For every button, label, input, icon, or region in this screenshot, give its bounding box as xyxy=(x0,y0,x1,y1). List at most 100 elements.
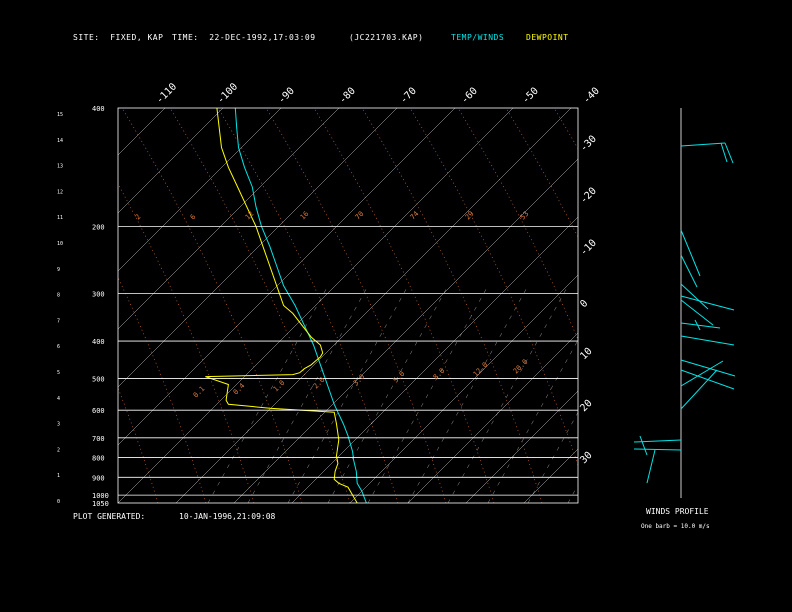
isotherm-line xyxy=(118,108,340,330)
isotherm-line xyxy=(582,108,792,503)
right-temp-tick-label: 10 xyxy=(578,346,594,362)
winds-profile-note: One barb = 10.0 m/s xyxy=(641,523,710,530)
dry-adiabat xyxy=(505,108,578,238)
right-temp-tick-label: -20 xyxy=(578,186,599,207)
dry-adiabat xyxy=(121,108,303,503)
right-temp-tick-label: 20 xyxy=(578,398,594,414)
isotherm-line xyxy=(118,108,514,503)
legend-temp: TEMP/WINDS xyxy=(451,33,505,42)
wind-barb xyxy=(639,435,648,456)
isotherm-line xyxy=(175,108,572,503)
mixing-ratio-label: 0.4 xyxy=(232,382,247,397)
height-km-tick-label: 5 xyxy=(57,370,60,376)
isotherm-line xyxy=(118,108,224,214)
mixing-ratio-line xyxy=(287,285,409,503)
winds-profile-title: WINDS PROFILE xyxy=(646,507,709,516)
isotherm-line xyxy=(0,108,107,503)
mixing-ratio-label: 0.1 xyxy=(192,385,207,400)
mixing-ratio-label: 12.0 xyxy=(472,361,490,379)
mixing-ratio-line xyxy=(447,285,569,503)
height-km-tick-label: 8 xyxy=(57,293,60,299)
upper-orange-label: 12 xyxy=(244,210,256,222)
dry-adiabat xyxy=(265,108,447,503)
header-file: (JC221703.KAP) xyxy=(349,33,424,42)
temperature-profile xyxy=(234,108,367,503)
height-km-tick-label: 14 xyxy=(57,138,63,144)
height-km-tick-label: 6 xyxy=(57,344,60,350)
wind-barb xyxy=(680,283,709,310)
isotherm-line xyxy=(523,448,578,503)
mixing-ratio-label: 5.0 xyxy=(392,370,407,385)
isotherm-line xyxy=(0,108,49,503)
wind-barb xyxy=(680,254,698,288)
site-label: SITE: xyxy=(73,33,100,42)
height-km-tick-label: 12 xyxy=(57,189,63,195)
mixing-ratio-line xyxy=(327,285,449,503)
dry-adiabat xyxy=(409,108,578,467)
dry-adiabat xyxy=(118,387,159,503)
top-temp-tick-label: -110 xyxy=(154,81,179,106)
mixing-ratio-label: 3.0 xyxy=(352,373,367,388)
site-value: FIXED, KAP xyxy=(110,33,164,42)
top-temp-tick-label: -40 xyxy=(581,86,602,107)
time-value: 22-DEC-1992,17:03:09 xyxy=(209,33,316,42)
dewpoint-profile xyxy=(205,108,358,503)
header-time: TIME: 22-DEC-1992,17:03:09 xyxy=(172,33,316,42)
wind-barb xyxy=(646,449,656,484)
dry-adiabat xyxy=(313,108,495,503)
dry-adiabat xyxy=(457,108,578,341)
plot-generated-value: 10-JAN-1996,21:09:08 xyxy=(179,512,276,521)
isotherm-line xyxy=(756,108,792,503)
pressure-tick-label: 500 xyxy=(92,376,105,384)
mixing-ratio-label: 1.0 xyxy=(272,379,287,394)
plot-area xyxy=(0,108,792,503)
height-km-tick-label: 9 xyxy=(57,267,60,273)
wind-barb xyxy=(680,295,735,311)
isotherm-line xyxy=(291,216,578,503)
top-temp-tick-label: -90 xyxy=(276,86,297,107)
right-temp-tick-label: -30 xyxy=(578,134,599,155)
wind-barb xyxy=(680,322,721,329)
pressure-tick-label: 300 xyxy=(92,291,105,299)
pressure-tick-label: 700 xyxy=(92,435,105,443)
top-temp-tick-label: -100 xyxy=(215,81,240,106)
top-temp-tick-label: -80 xyxy=(337,86,358,107)
dry-adiabat xyxy=(118,183,255,503)
mixing-ratio-line xyxy=(247,285,369,503)
isotherm-line xyxy=(118,108,398,388)
height-km-tick-label: 7 xyxy=(57,318,60,324)
mixing-ratio-line xyxy=(367,285,489,503)
pressure-tick-label: 400 xyxy=(92,105,105,113)
isotherm-line xyxy=(233,158,578,503)
upper-orange-label: 2 xyxy=(134,213,143,222)
dry-adiabat xyxy=(361,108,543,503)
mixing-ratio-line xyxy=(487,339,578,503)
wind-barb xyxy=(680,360,724,387)
wind-barb xyxy=(633,439,682,443)
pressure-tick-label: 1050 xyxy=(92,500,109,508)
height-km-tick-label: 3 xyxy=(57,422,60,428)
isotherm-line xyxy=(698,108,792,503)
height-km-tick-label: 1 xyxy=(57,473,60,479)
wind-barb xyxy=(633,448,682,451)
time-label: TIME: xyxy=(172,33,199,42)
wind-barb xyxy=(680,359,736,377)
height-km-tick-label: 0 xyxy=(57,499,60,505)
upper-orange-label: 53 xyxy=(519,210,531,222)
mixing-ratio-line xyxy=(407,285,529,503)
mixing-ratio-line xyxy=(567,484,578,503)
top-temp-tick-label: -70 xyxy=(398,86,419,107)
mixing-ratio-line xyxy=(527,411,578,503)
wind-barb xyxy=(724,142,734,164)
upper-orange-label: 70 xyxy=(354,210,366,222)
isotherm-line xyxy=(118,108,456,446)
pressure-tick-label: 400 xyxy=(92,338,105,346)
dry-adiabat xyxy=(169,108,351,503)
wind-barb xyxy=(680,299,714,326)
wind-barb xyxy=(680,229,701,277)
pressure-tick-label: 900 xyxy=(92,474,105,482)
mixing-ratio-label: 8.0 xyxy=(432,367,447,382)
upper-orange-label: 6 xyxy=(189,213,198,222)
wind-barb xyxy=(680,335,735,346)
